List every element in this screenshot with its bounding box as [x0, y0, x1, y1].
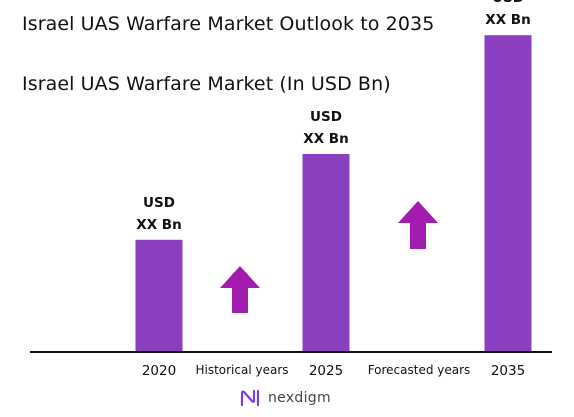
data-label-2025-line1: USD	[310, 109, 342, 125]
forecast-growth-arrow-icon	[398, 201, 438, 249]
nexdigm-logo-text: nexdigm	[268, 390, 331, 406]
nexdigm-logo: nexdigm	[240, 389, 331, 407]
nexdigm-logo-icon	[240, 389, 260, 407]
historical-growth-arrow-icon	[220, 266, 260, 313]
bar-2025	[302, 154, 350, 352]
x-tick-2020: 2020	[142, 363, 176, 379]
data-label-2020-line2: XX Bn	[136, 217, 181, 233]
annotation-forecasted-years: Forecasted years	[368, 363, 471, 377]
data-label-2020-line1: USD	[143, 195, 175, 211]
x-tick-2035: 2035	[491, 363, 525, 379]
x-tick-2025: 2025	[309, 363, 343, 379]
data-label-2035-line1: USD	[492, 0, 524, 6]
bar-2020	[135, 239, 183, 352]
data-label-2025-line2: XX Bn	[303, 131, 348, 147]
chart-title: Israel UAS Warfare Market Outlook to 203…	[22, 13, 435, 35]
data-label-2035-line2: XX Bn	[485, 12, 530, 28]
bar-2035	[484, 35, 532, 352]
chart-subtitle: Israel UAS Warfare Market (In USD Bn)	[22, 73, 391, 95]
annotation-historical-years: Historical years	[195, 363, 288, 377]
